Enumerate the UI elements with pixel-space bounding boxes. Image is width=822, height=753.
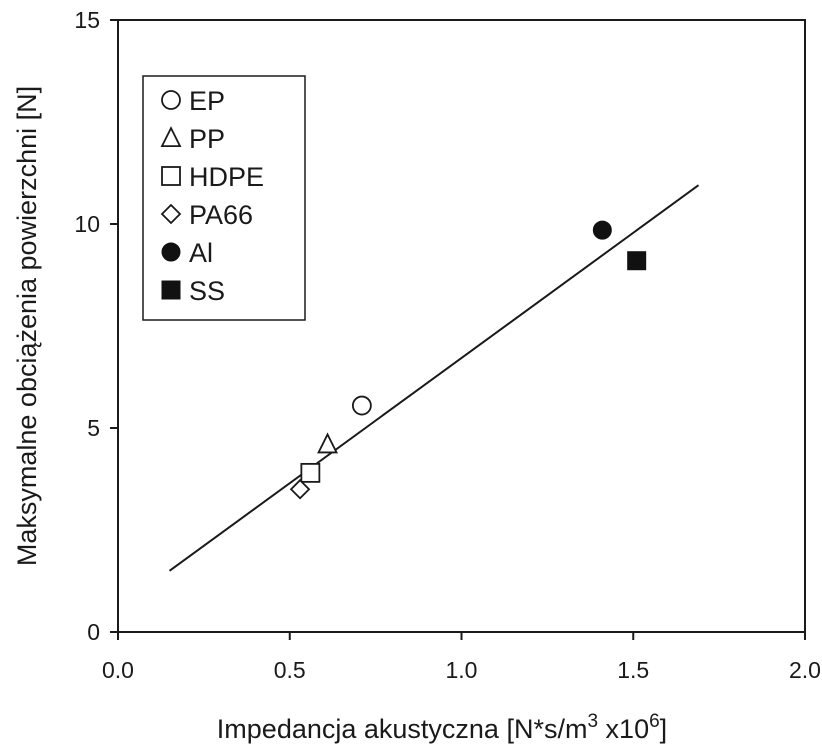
data-point-pp <box>317 432 338 454</box>
legend-label-pa66: PA66 <box>189 200 253 230</box>
legend-label-al: Al <box>189 238 213 268</box>
y-axis-ticks: 0 5 10 15 <box>74 7 118 645</box>
x-axis-label: Impedancja akustyczna [N*s/m3 x106] <box>217 711 667 744</box>
y-axis-label: Maksymalne obciążenia powierzchni [N] <box>12 86 42 566</box>
legend-label-ep: EP <box>189 86 225 116</box>
legend-marker-ep <box>161 90 181 110</box>
x-tick-label: 1.5 <box>617 657 649 683</box>
x-axis-label-main: Impedancja akustyczna [N*s/m <box>217 714 588 744</box>
y-tick-label: 0 <box>87 619 100 645</box>
legend-label-pp: PP <box>189 124 225 154</box>
legend-marker-ss <box>161 280 181 300</box>
legend-box <box>142 75 306 321</box>
legend-label-hdpe: HDPE <box>189 162 264 192</box>
y-tick-label: 5 <box>87 415 100 441</box>
data-point-ss <box>627 251 647 271</box>
legend-marker-al <box>161 242 181 262</box>
data-points <box>289 220 647 500</box>
x-axis-label-mid: x10 <box>598 714 649 744</box>
data-point-pa66 <box>289 478 311 500</box>
legend: EP PP HDPE PA66 Al SS <box>142 75 306 321</box>
regression-line <box>168 184 700 572</box>
legend-marker-hdpe <box>161 166 181 186</box>
x-tick-label: 1.0 <box>446 657 478 683</box>
data-point-al <box>592 220 612 240</box>
legend-marker-pa66 <box>160 203 182 225</box>
legend-label-ss: SS <box>189 276 225 306</box>
y-tick-label: 10 <box>74 211 100 237</box>
x-tick-label: 0.5 <box>274 657 306 683</box>
x-axis-label-sup2: 6 <box>649 711 660 732</box>
x-axis-label-sup1: 3 <box>587 711 598 732</box>
x-tick-label: 0.0 <box>102 657 134 683</box>
fit-line-group <box>168 184 700 572</box>
x-tick-label: 2.0 <box>789 657 821 683</box>
data-point-ep <box>351 395 372 416</box>
x-axis-ticks: 0.0 0.5 1.0 1.5 2.0 <box>102 632 821 683</box>
data-point-hdpe <box>300 462 321 483</box>
legend-marker-pp <box>160 126 182 148</box>
y-tick-label: 15 <box>74 7 100 33</box>
x-axis-label-end: ] <box>660 714 668 744</box>
